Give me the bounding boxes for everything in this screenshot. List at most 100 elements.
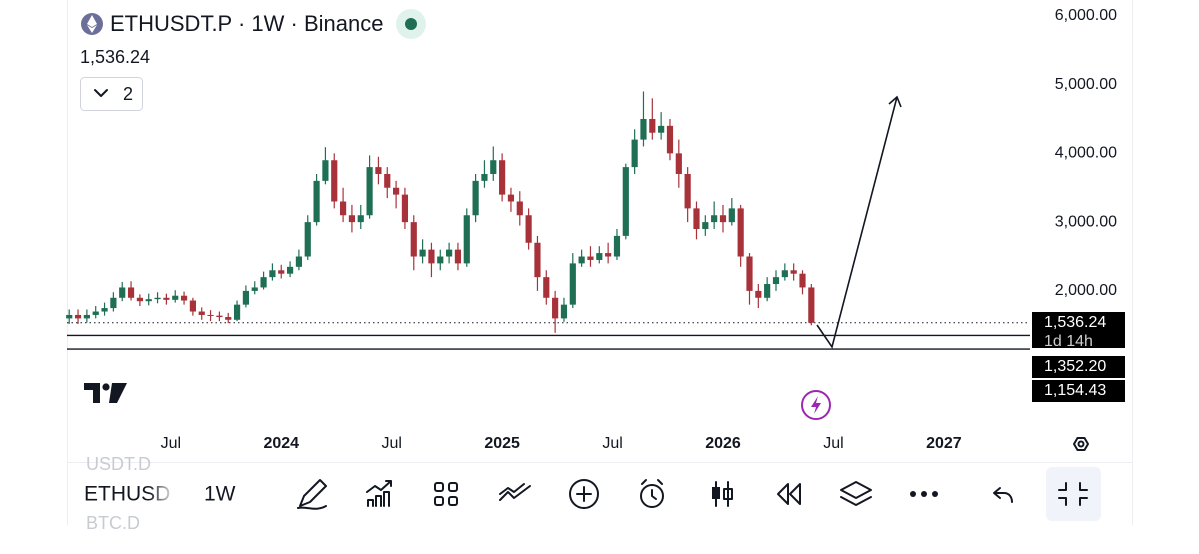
candle-body: [348, 215, 356, 223]
candle-body: [525, 215, 532, 243]
candle: [233, 300, 241, 322]
candle: [507, 187, 515, 212]
symbol-below[interactable]: BTC.D: [86, 513, 140, 533]
candle: [640, 91, 647, 147]
candle: [269, 263, 276, 281]
alert-tool[interactable]: [640, 479, 664, 508]
symbol-above[interactable]: USDT.D: [86, 454, 151, 474]
indicators-tool[interactable]: [366, 480, 392, 507]
x-tick-label: Jul: [381, 435, 401, 452]
candle: [711, 201, 718, 230]
x-tick-label: 2026: [705, 435, 741, 452]
candle: [251, 281, 258, 295]
candle: [454, 242, 462, 271]
indicators-toggle[interactable]: [80, 77, 143, 111]
layouts-tool[interactable]: [434, 482, 458, 506]
candle: [605, 242, 612, 264]
candle-body: [472, 180, 479, 216]
last-price: 1,536.24: [80, 47, 150, 67]
fullscreen-button[interactable]: [1046, 467, 1101, 521]
candle-body: [454, 249, 462, 264]
candle-body: [92, 311, 99, 315]
candle-body: [808, 287, 815, 323]
symbol-title[interactable]: ETHUSDT.P · 1W · Binance: [110, 11, 383, 36]
candle-body: [127, 287, 135, 298]
candle: [145, 293, 152, 306]
y-tick-label: 6,000.00: [1055, 7, 1117, 24]
candle: [110, 292, 117, 312]
candle: [799, 270, 806, 295]
candle: [278, 264, 285, 279]
candle-body: [110, 297, 117, 309]
candle: [772, 270, 780, 291]
draw-tool[interactable]: [297, 479, 327, 510]
candle-body: [552, 297, 559, 319]
x-tick-label: 2025: [484, 435, 520, 452]
candle-body: [339, 201, 347, 216]
price-tag-label: 1,536.24: [1044, 314, 1106, 331]
candle-body: [331, 160, 338, 202]
candle: [693, 201, 700, 240]
candle-body: [728, 208, 735, 223]
candle-body: [772, 277, 780, 285]
more-tool[interactable]: [910, 491, 938, 497]
candle-body: [613, 235, 621, 257]
candle: [764, 277, 771, 302]
candle: [472, 173, 479, 223]
candle-body: [499, 160, 506, 195]
candle-body: [631, 139, 638, 168]
add-tool[interactable]: [569, 479, 599, 509]
candle: [437, 249, 444, 271]
candle: [631, 129, 638, 174]
candle: [755, 284, 762, 309]
candle-body: [180, 295, 188, 301]
toolbar-interval[interactable]: 1W: [204, 483, 236, 506]
candle: [101, 302, 108, 316]
candle-body: [622, 167, 629, 236]
price-tag: [1032, 356, 1125, 378]
candle-body: [163, 297, 170, 300]
candle: [74, 309, 82, 324]
candle-body: [481, 173, 488, 181]
candle-body: [278, 270, 285, 274]
candle: [154, 292, 161, 304]
candle-body: [675, 153, 682, 174]
candle-body: [189, 300, 196, 312]
price-tag: [1032, 312, 1125, 348]
candle: [428, 242, 435, 278]
candle: [207, 310, 214, 322]
candle: [66, 309, 73, 324]
compare-tool[interactable]: [499, 483, 531, 501]
candle-body: [74, 314, 82, 319]
candle-body: [66, 314, 73, 319]
candle: [578, 249, 585, 267]
tv-logo: [84, 383, 127, 403]
candle: [304, 215, 311, 260]
candle: [119, 281, 126, 302]
undo-tool[interactable]: [993, 487, 1013, 503]
candle: [313, 173, 320, 226]
price-tag-label: 1,154.43: [1044, 382, 1106, 399]
candle-body: [145, 299, 152, 302]
candle: [516, 191, 523, 226]
candle-body: [410, 222, 417, 257]
replay-tool[interactable]: [777, 483, 801, 505]
candle-body: [799, 273, 806, 288]
candle-body: [251, 287, 258, 291]
lightning-button[interactable]: [801, 390, 831, 420]
settings-button[interactable]: [1073, 437, 1089, 451]
candle-body: [764, 284, 771, 298]
candle-body: [313, 180, 320, 223]
chart-type-tool[interactable]: [712, 481, 733, 507]
toolbar-symbol[interactable]: ETHUSD: [84, 483, 170, 506]
drawn-arrow[interactable]: [816, 95, 902, 349]
layers-tool[interactable]: [840, 481, 872, 506]
candle-body: [304, 222, 311, 257]
candle: [560, 297, 568, 322]
candle-body: [198, 311, 205, 315]
x-tick-label: Jul: [823, 435, 843, 452]
candle: [728, 198, 735, 226]
candle-body: [711, 215, 718, 223]
candle-body: [375, 167, 382, 174]
